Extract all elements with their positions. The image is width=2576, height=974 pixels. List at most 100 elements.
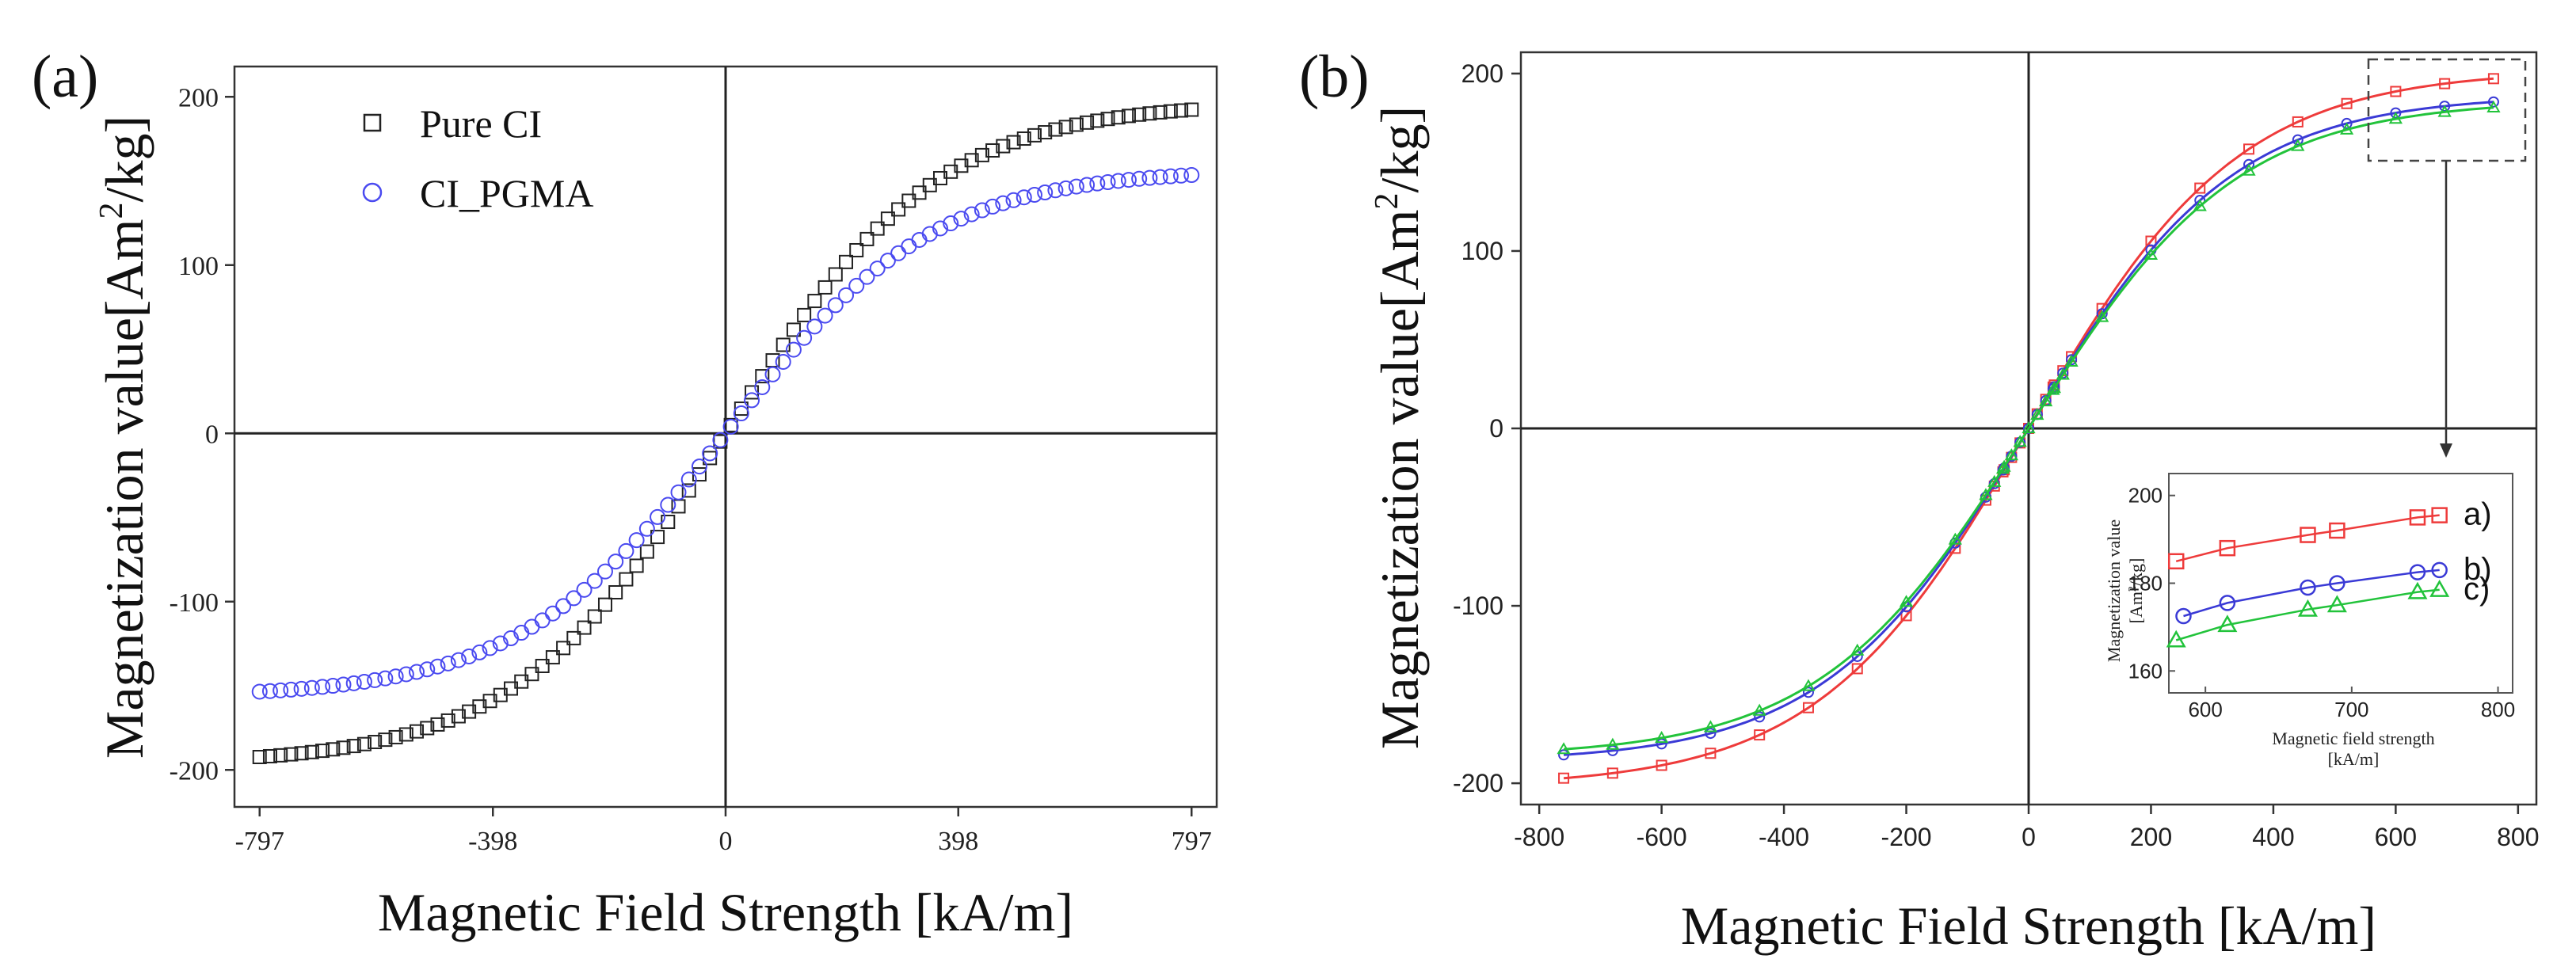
series-line-b xyxy=(1564,106,2494,751)
inset-axes: 600 700 800 160 180 200 xyxy=(2128,473,2515,721)
data-point-a xyxy=(377,670,394,687)
data-point-a xyxy=(566,590,582,607)
inset-x-title: Magnetic field strength xyxy=(2272,729,2434,748)
x-tick-label-a: 797 xyxy=(1172,827,1212,856)
data-point-a xyxy=(272,682,289,698)
legend-label-a: Pure CI xyxy=(420,101,542,146)
data-point-b xyxy=(1558,772,1570,784)
data-point-a xyxy=(556,641,571,656)
legend-a: Pure CI CI_PGMA xyxy=(362,101,593,215)
data-point-a xyxy=(712,432,729,448)
data-point-a xyxy=(1080,115,1095,130)
data-point-a xyxy=(618,542,634,559)
data-point-a xyxy=(1099,173,1116,190)
data-point-b xyxy=(2243,158,2255,170)
inset-y-unit-main: [Am xyxy=(2126,592,2146,623)
data-point-a xyxy=(796,329,813,346)
data-point-a xyxy=(1111,110,1126,125)
data-point-b xyxy=(1899,595,1914,607)
data-point-a xyxy=(314,679,331,695)
y-axis-title-a-sup: 2 xyxy=(93,202,130,219)
data-point-a xyxy=(410,724,425,739)
x-tick-label-b: 400 xyxy=(2252,823,2294,851)
data-point-b xyxy=(1801,679,1816,691)
inset-data-point xyxy=(2297,599,2318,617)
data-point-a xyxy=(429,658,446,675)
data-point-a xyxy=(670,484,687,500)
data-point-a xyxy=(368,735,383,750)
data-point-a xyxy=(555,598,572,614)
data-point-a xyxy=(954,158,969,173)
y-axis-title-b-end: /kg] xyxy=(1370,106,1430,193)
data-point-a xyxy=(775,353,791,370)
inset-series-label: a) xyxy=(2464,497,2492,532)
inset-plot: 600 700 800 160 180 200 a) b)c) Magnetic field… xyxy=(2083,458,2517,769)
legend-marker-a xyxy=(363,113,382,132)
zoom-arrow-head-icon xyxy=(2440,443,2452,458)
data-point-a xyxy=(901,238,917,255)
data-point-a xyxy=(963,206,980,223)
data-point-b xyxy=(2047,381,2062,394)
data-point-a xyxy=(1163,104,1178,119)
data-point-a xyxy=(251,683,268,700)
data-point-a xyxy=(869,261,886,277)
data-point-a xyxy=(387,668,404,685)
inset-y-tick-label: 160 xyxy=(2128,659,2163,683)
data-point-b xyxy=(2030,408,2044,420)
data-point-b xyxy=(1802,702,1814,713)
inset-x-unit: [kA/m] xyxy=(2328,749,2380,769)
data-point-a xyxy=(849,242,864,257)
data-point-a xyxy=(1037,185,1054,201)
data-point-a xyxy=(450,652,467,668)
data-point-a xyxy=(315,744,330,759)
y-tick-label-a: 200 xyxy=(178,83,219,112)
data-point-b xyxy=(1705,728,1717,740)
panel-a: (a) -797 -398 0 398 797 -200 -100 0 100 200 Pure … xyxy=(32,44,1218,942)
ticks-b: -800 -600 -400 -200 0 200 400 600 800 -200 -100 0 10… xyxy=(1453,59,2540,851)
data-point-a xyxy=(755,369,770,384)
data-point-a xyxy=(534,612,551,629)
data-point-a xyxy=(1006,135,1021,150)
data-point-a xyxy=(891,202,906,217)
data-point-a xyxy=(409,664,425,680)
data-point-a xyxy=(367,672,383,688)
data-point-b xyxy=(1655,730,1669,744)
data-point-a xyxy=(702,445,718,462)
x-tick-label-b: 800 xyxy=(2497,823,2539,851)
x-tick-label-b: -600 xyxy=(1637,823,1687,851)
y-tick-label-b: 0 xyxy=(1489,414,1503,443)
data-point-a xyxy=(650,508,666,525)
data-point-a xyxy=(597,597,612,612)
panel-label-b: (b) xyxy=(1299,44,1370,110)
x-axis-title-b: Magnetic Field Strength [kA/m] xyxy=(1681,896,2376,956)
data-point-a xyxy=(304,744,319,759)
data-point-a xyxy=(619,572,634,587)
data-point-a xyxy=(398,727,413,742)
data-point-b xyxy=(1656,738,1667,750)
data-point-b xyxy=(1802,687,1814,698)
inset-series: a) b)c) xyxy=(2166,497,2492,648)
data-point-a xyxy=(284,747,299,762)
series-b xyxy=(1557,73,2501,784)
data-point-a xyxy=(1131,170,1148,187)
data-point-a xyxy=(283,681,299,698)
data-point-a xyxy=(472,699,487,714)
data-point-b xyxy=(2292,134,2304,146)
data-point-a xyxy=(378,732,393,748)
data-point-b xyxy=(2292,116,2304,127)
data-point-b xyxy=(2193,199,2207,211)
data-point-a xyxy=(1016,189,1032,206)
data-point-a xyxy=(524,667,539,682)
data-point-a xyxy=(1057,180,1074,196)
y-axis-title-a: Magnetization value[Am2/kg] xyxy=(93,116,154,759)
data-point-a xyxy=(629,558,644,573)
data-point-a xyxy=(545,650,560,665)
data-point-a xyxy=(1100,112,1115,127)
data-point-a xyxy=(398,666,414,683)
data-point-a xyxy=(744,392,760,409)
data-point-a xyxy=(912,185,927,200)
data-point-a xyxy=(691,458,707,475)
y-tick-label-a: -100 xyxy=(170,588,219,618)
data-point-a xyxy=(786,322,801,337)
data-point-a xyxy=(356,736,372,751)
